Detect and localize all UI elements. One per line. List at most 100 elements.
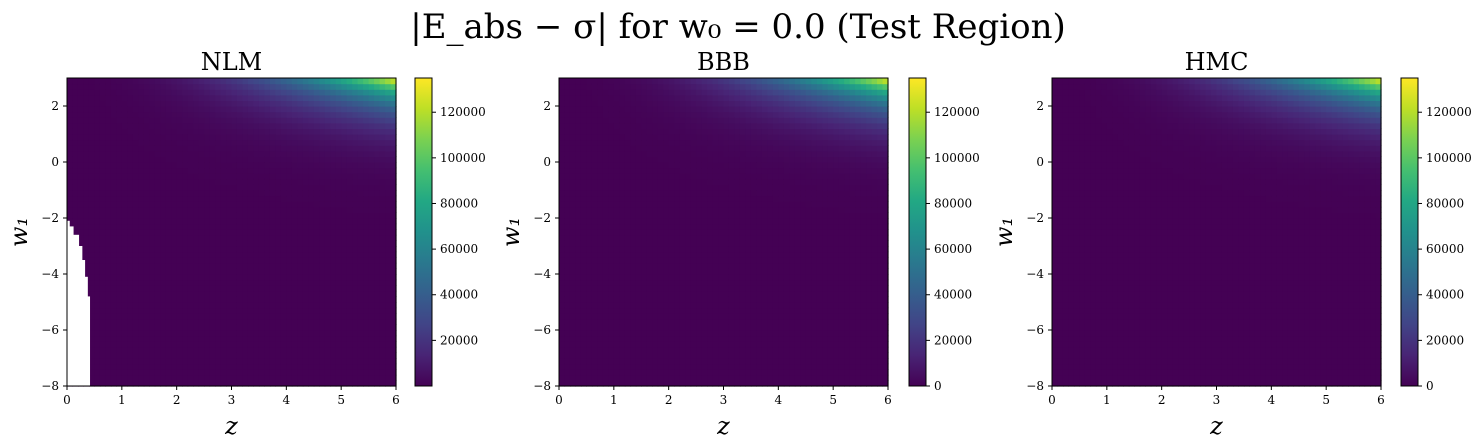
heatmap-cell	[67, 117, 74, 124]
heatmap-cell	[357, 246, 364, 253]
heatmap-cell	[132, 380, 139, 387]
heatmap-cell	[99, 128, 106, 135]
heatmap-cell	[308, 229, 315, 236]
heatmap-cell	[608, 346, 615, 353]
heatmap-cell	[171, 240, 178, 247]
heatmap-cell	[690, 229, 697, 236]
heatmap-cell	[575, 100, 582, 107]
heatmap-cell	[302, 346, 309, 353]
heatmap-cell	[138, 274, 145, 281]
heatmap-cell	[302, 134, 309, 141]
heatmap-cell	[363, 184, 370, 191]
heatmap-cell	[264, 324, 271, 331]
heatmap-cell	[635, 156, 642, 163]
heatmap-cell	[635, 195, 642, 202]
heatmap-cell	[297, 190, 304, 197]
heatmap-cell	[668, 195, 675, 202]
heatmap-cell	[291, 358, 298, 365]
heatmap-cell	[258, 184, 265, 191]
heatmap-cell	[187, 106, 194, 113]
heatmap-cell	[215, 307, 222, 314]
heatmap-cell	[236, 307, 244, 314]
heatmap-cell	[619, 318, 626, 325]
heatmap-cell	[575, 262, 582, 269]
heatmap-cell	[143, 111, 150, 118]
heatmap-cell	[591, 139, 598, 146]
heatmap-cell	[712, 240, 719, 247]
heatmap-cell	[559, 173, 566, 180]
heatmap-cell	[182, 229, 189, 236]
heatmap-cell	[352, 358, 359, 365]
heatmap-cell	[132, 363, 139, 370]
heatmap-cell	[352, 352, 359, 359]
heatmap-cell	[690, 195, 697, 202]
heatmap-cell	[138, 218, 145, 225]
heatmap-cell	[701, 324, 708, 331]
heatmap-cell	[619, 78, 626, 85]
heatmap-cell	[559, 150, 566, 157]
heatmap-cell	[165, 100, 172, 107]
heatmap-cell	[193, 78, 200, 85]
heatmap-cell	[368, 330, 375, 337]
heatmap-cell	[291, 380, 298, 387]
heatmap-cell	[198, 223, 205, 230]
heatmap-cell	[379, 380, 386, 387]
heatmap-cell	[160, 374, 167, 381]
heatmap-cell	[121, 290, 128, 297]
heatmap-cell	[121, 94, 128, 101]
heatmap-cell	[718, 290, 725, 297]
heatmap-cell	[275, 307, 282, 314]
heatmap-cell	[690, 240, 697, 247]
heatmap-cell	[341, 206, 348, 213]
heatmap-cell	[204, 83, 211, 90]
heatmap-cell	[341, 307, 348, 314]
heatmap-cell	[690, 173, 697, 180]
heatmap-cell	[176, 212, 183, 219]
heatmap-cell	[591, 307, 598, 314]
heatmap-cell	[231, 380, 238, 387]
heatmap-cell	[641, 358, 648, 365]
heatmap-cell	[143, 302, 150, 309]
heatmap-cell	[138, 156, 145, 163]
heatmap-cell	[341, 100, 348, 107]
heatmap-cell	[701, 218, 708, 225]
heatmap-cell	[204, 218, 211, 225]
heatmap-cell	[88, 117, 96, 124]
heatmap-cell	[302, 190, 309, 197]
heatmap-cell	[646, 229, 653, 236]
heatmap-cell	[608, 223, 615, 230]
heatmap-cell	[215, 139, 222, 146]
heatmap-cell	[613, 106, 620, 113]
heatmap-cell	[608, 369, 615, 376]
heatmap-cell	[641, 167, 648, 174]
heatmap-cell	[149, 206, 156, 213]
heatmap-cell	[368, 358, 375, 365]
heatmap-cell	[132, 335, 139, 342]
heatmap-cell	[83, 262, 90, 269]
heatmap-cell	[176, 262, 183, 269]
heatmap-cell	[176, 100, 183, 107]
heatmap-cell	[324, 324, 331, 331]
heatmap-cell	[121, 335, 128, 342]
heatmap-cell	[160, 358, 167, 365]
heatmap-cell	[99, 206, 106, 213]
heatmap-cell	[313, 111, 320, 118]
heatmap-cell	[707, 363, 714, 370]
heatmap-cell	[363, 139, 370, 146]
heatmap-cell	[696, 150, 703, 157]
heatmap-cell	[116, 190, 123, 197]
heatmap-cell	[319, 369, 326, 376]
heatmap-cell	[586, 145, 593, 152]
heatmap-cell	[619, 167, 626, 174]
heatmap-cell	[253, 139, 260, 146]
heatmap-cell	[121, 212, 128, 219]
heatmap-cell	[379, 341, 386, 348]
heatmap-cell	[679, 128, 686, 135]
heatmap-cell	[602, 324, 609, 331]
heatmap-cell	[346, 369, 353, 376]
heatmap-cell	[247, 285, 255, 292]
heatmap-cell	[247, 94, 255, 101]
heatmap-cell	[712, 234, 719, 241]
heatmap-cell	[346, 167, 353, 174]
heatmap-cell	[335, 190, 342, 197]
